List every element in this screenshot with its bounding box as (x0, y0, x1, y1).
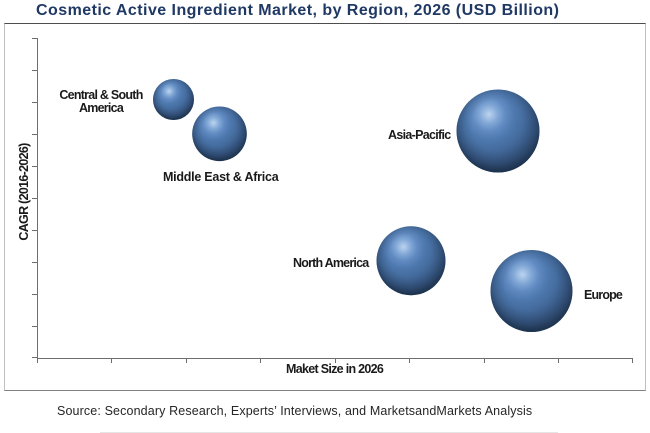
svg-text:CAGR (2016-2026): CAGR (2016-2026) (17, 143, 31, 241)
